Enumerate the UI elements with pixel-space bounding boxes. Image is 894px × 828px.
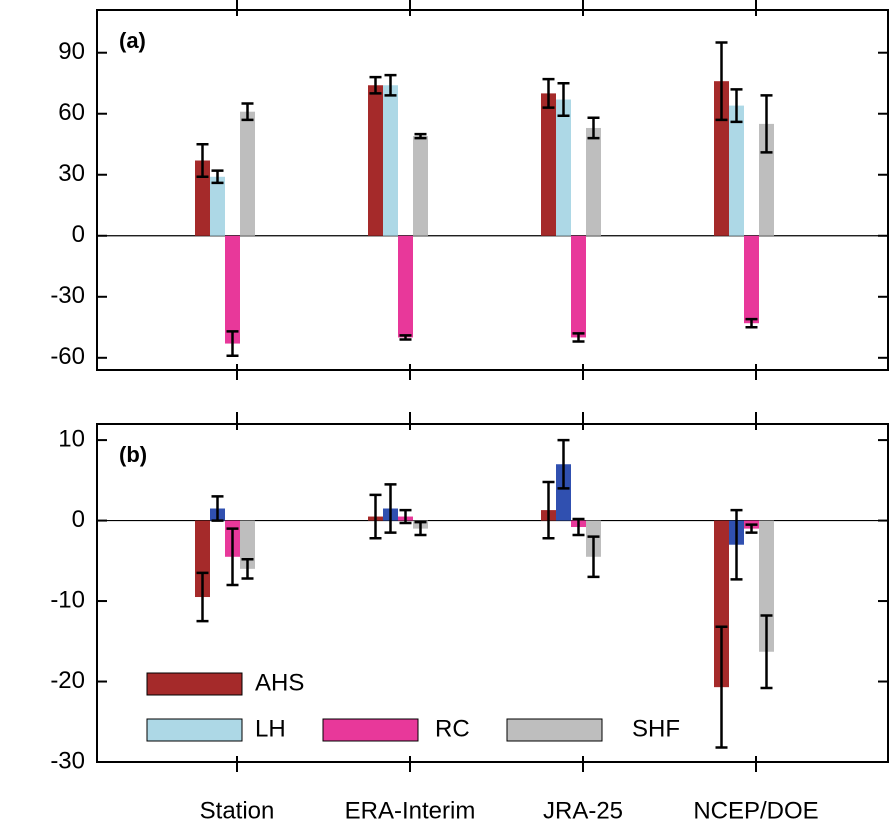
bar: [210, 176, 225, 236]
error-bar: [226, 330, 239, 358]
x-tick-label: NCEP/DOE: [693, 797, 818, 824]
y-tick-label: 30: [58, 160, 85, 187]
error-bar: [557, 438, 570, 490]
bar: [556, 99, 571, 236]
bar: [744, 235, 759, 324]
x-tick-label: Station: [200, 797, 275, 824]
error-bar: [587, 116, 600, 140]
legend-swatch: [322, 718, 419, 742]
error-bar: [745, 317, 758, 329]
bar: [195, 520, 210, 598]
error-bar: [399, 508, 412, 525]
bar: [225, 235, 240, 344]
bar: [571, 235, 586, 338]
error-bar: [760, 94, 773, 154]
bar: [413, 136, 428, 236]
error-bar: [730, 88, 743, 124]
error-bar: [572, 332, 585, 343]
error-bar: [399, 334, 412, 341]
bar: [759, 520, 774, 652]
bar: [240, 520, 255, 569]
error-bar: [414, 520, 427, 537]
error-bar: [587, 535, 600, 579]
error-bar: [542, 480, 555, 540]
error-bar: [414, 132, 427, 140]
panel-label: (a): [119, 28, 146, 53]
y-tick-label: 60: [58, 99, 85, 126]
error-bar: [715, 41, 728, 122]
legend-swatch: [146, 672, 243, 696]
y-tick-label: -30: [50, 747, 85, 774]
error-bar: [572, 517, 585, 537]
legend-label: SHF: [632, 715, 680, 742]
error-bar: [241, 102, 254, 122]
error-bar: [211, 169, 224, 185]
legend-label: RC: [435, 715, 470, 742]
plot-frame: [96, 423, 889, 763]
error-bar: [196, 571, 209, 623]
legend-label: AHS: [255, 669, 304, 696]
error-bar: [384, 483, 397, 534]
legend-swatch: [146, 718, 243, 742]
y-tick-label: -10: [50, 586, 85, 613]
bar: [556, 464, 571, 521]
error-bar: [226, 527, 239, 587]
error-bar: [745, 523, 758, 534]
bar: [195, 160, 210, 236]
error-bar: [369, 493, 382, 540]
x-tick-label: JRA-25: [543, 797, 623, 824]
bar: [368, 85, 383, 236]
error-bar: [557, 81, 570, 118]
bar: [541, 93, 556, 236]
y-tick-label: -20: [50, 667, 85, 694]
y-tick-label: -60: [50, 343, 85, 370]
error-bar: [211, 495, 224, 522]
bar: [729, 105, 744, 236]
y-tick-label: -30: [50, 282, 85, 309]
error-bar: [384, 73, 397, 97]
y-tick-label: 10: [58, 425, 85, 452]
x-tick-label: ERA-Interim: [345, 797, 476, 824]
y-tick-label: 0: [72, 221, 85, 248]
y-tick-label: 0: [72, 506, 85, 533]
error-bar: [196, 142, 209, 179]
error-bar: [715, 625, 728, 749]
error-bar: [730, 508, 743, 581]
legend-label: LH: [255, 715, 286, 742]
error-bar: [760, 614, 773, 690]
bar: [586, 127, 601, 236]
legend-swatch: [506, 718, 603, 742]
panel-label: (b): [119, 442, 147, 467]
bar: [383, 85, 398, 236]
error-bar: [241, 557, 254, 580]
bar: [240, 111, 255, 236]
bar: [398, 235, 413, 338]
error-bar: [369, 75, 382, 95]
plot-frame: [96, 9, 889, 371]
bar: [714, 520, 729, 688]
y-tick-label: 90: [58, 38, 85, 65]
error-bar: [542, 77, 555, 109]
